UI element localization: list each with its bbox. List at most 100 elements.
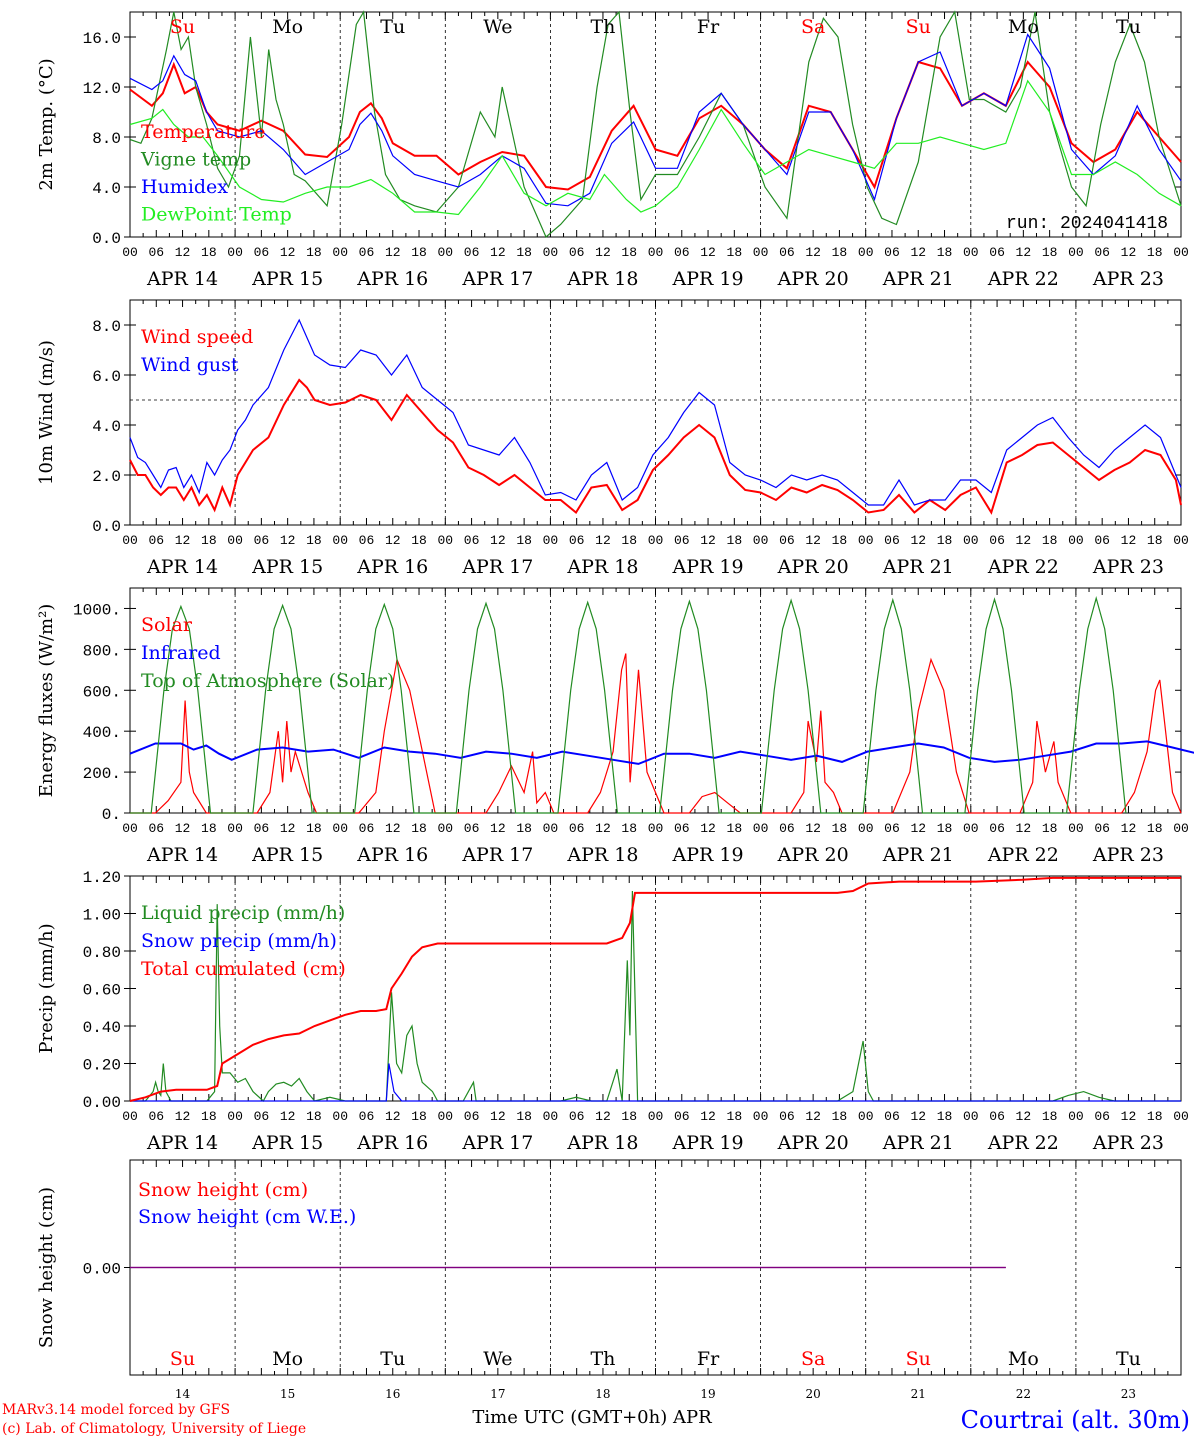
day-name-label: Su xyxy=(906,1348,931,1370)
hour-label: 12 xyxy=(1016,821,1032,836)
hour-label: 12 xyxy=(1121,821,1137,836)
hour-label: 18 xyxy=(832,533,848,548)
hour-label: 00 xyxy=(437,1109,453,1124)
hour-label: 12 xyxy=(175,245,191,260)
date-label: APR 17 xyxy=(461,268,533,290)
hour-label: 06 xyxy=(359,245,375,260)
y-tick-label: 0.20 xyxy=(83,1057,121,1075)
hour-label: 12 xyxy=(910,1109,926,1124)
y-axis-label: 2m Temp. (°C) xyxy=(36,58,57,190)
hour-label: 12 xyxy=(700,821,716,836)
date-label: APR 17 xyxy=(461,556,533,578)
hour-label: 06 xyxy=(254,245,270,260)
hour-label: 06 xyxy=(674,1109,690,1124)
date-label: APR 23 xyxy=(1092,1132,1164,1154)
hour-label: 00 xyxy=(227,245,243,260)
y-tick-label: 1000. xyxy=(73,601,121,619)
y-tick-label: 600. xyxy=(83,683,121,701)
hour-label: 12 xyxy=(490,245,506,260)
hour-label: 18 xyxy=(201,245,217,260)
y-tick-label: 8.0 xyxy=(92,318,121,336)
hour-label: 12 xyxy=(1121,245,1137,260)
date-label: APR 16 xyxy=(356,268,428,290)
y-tick-label: 12.0 xyxy=(83,80,121,98)
hour-label: 00 xyxy=(122,245,138,260)
hour-label: 00 xyxy=(543,245,559,260)
hour-label: 18 xyxy=(306,533,322,548)
hour-label: 12 xyxy=(805,533,821,548)
day-name-label: Th xyxy=(590,16,615,38)
hour-label: 12 xyxy=(910,245,926,260)
series-line xyxy=(130,1063,1181,1102)
date-label: APR 20 xyxy=(777,268,849,290)
day-number-label: 20 xyxy=(806,1387,821,1401)
legend-entry: Total cumulated (cm) xyxy=(141,958,346,980)
hour-label: 12 xyxy=(175,533,191,548)
hour-label: 06 xyxy=(884,1109,900,1124)
hour-label: 06 xyxy=(884,245,900,260)
date-label: APR 21 xyxy=(882,268,954,290)
hour-label: 00 xyxy=(437,821,453,836)
y-tick-label: 200. xyxy=(83,765,121,783)
legend-entry: Wind speed xyxy=(141,326,253,348)
y-tick-label: 0.0 xyxy=(92,518,121,536)
day-name-label: Sa xyxy=(801,16,825,38)
hour-label: 00 xyxy=(858,1109,874,1124)
y-tick-label: 400. xyxy=(83,724,121,742)
y-axis-label: Energy fluxes (W/m²) xyxy=(36,604,57,798)
date-label: APR 17 xyxy=(461,844,533,866)
legend-entry: Snow height (cm) xyxy=(138,1179,308,1201)
hour-label: 06 xyxy=(884,821,900,836)
hour-label: 00 xyxy=(1173,1109,1189,1124)
y-tick-label: 0.00 xyxy=(83,1094,121,1112)
hour-label: 18 xyxy=(937,533,953,548)
day-name-label: Sa xyxy=(801,1348,825,1370)
hour-label: 12 xyxy=(1016,245,1032,260)
hour-label: 06 xyxy=(989,245,1005,260)
hour-label: 18 xyxy=(516,1109,532,1124)
hour-label: 12 xyxy=(595,1109,611,1124)
hour-label: 06 xyxy=(148,1109,164,1124)
date-label: APR 18 xyxy=(566,1132,638,1154)
x-axis-ticks xyxy=(129,300,1182,525)
day-name-label: Su xyxy=(170,16,195,38)
date-label: APR 18 xyxy=(566,844,638,866)
hour-label: 06 xyxy=(779,533,795,548)
hour-label: 06 xyxy=(1094,245,1110,260)
hour-label: 18 xyxy=(1147,245,1163,260)
panel-frame xyxy=(129,587,1182,814)
hour-label: 06 xyxy=(569,821,585,836)
hour-label: 00 xyxy=(122,821,138,836)
y-tick-label: 0.60 xyxy=(83,982,121,1000)
hour-label: 00 xyxy=(1173,245,1189,260)
hour-label: 18 xyxy=(621,533,637,548)
day-name-label: Tu xyxy=(1116,16,1141,38)
hour-label: 00 xyxy=(963,1109,979,1124)
hour-label: 00 xyxy=(963,533,979,548)
legend-entry: Solar xyxy=(141,614,193,636)
chart-panel-1: 0.0 4.0 8.0 12.0 16.0 2m Temp. (°C) Temperatur… xyxy=(36,10,1189,290)
hour-label: 00 xyxy=(648,1109,664,1124)
hour-label: 12 xyxy=(595,533,611,548)
hour-label: 00 xyxy=(122,533,138,548)
hour-label: 18 xyxy=(832,1109,848,1124)
day-name-label: Mo xyxy=(272,16,303,38)
hour-label: 18 xyxy=(516,245,532,260)
hour-label: 00 xyxy=(332,1109,348,1124)
hour-label: 06 xyxy=(148,245,164,260)
date-label: APR 20 xyxy=(777,1132,849,1154)
hour-label: 00 xyxy=(1068,1109,1084,1124)
date-label: APR 14 xyxy=(146,556,218,578)
hour-label: 00 xyxy=(437,245,453,260)
hour-label: 00 xyxy=(753,245,769,260)
hour-label: 00 xyxy=(543,821,559,836)
chart-panel-5: 0.00 Snow height (cm) Snow height (cm) Snow… xyxy=(36,1159,1182,1401)
hour-label: 12 xyxy=(1016,533,1032,548)
hour-label: 00 xyxy=(963,821,979,836)
hour-label: 06 xyxy=(989,821,1005,836)
footer-credit-2: (c) Lab. of Climatology, University of L… xyxy=(2,1421,306,1437)
day-name-label: We xyxy=(483,1348,512,1370)
date-label: APR 16 xyxy=(356,844,428,866)
hour-label: 00 xyxy=(858,533,874,548)
hour-label: 12 xyxy=(910,533,926,548)
